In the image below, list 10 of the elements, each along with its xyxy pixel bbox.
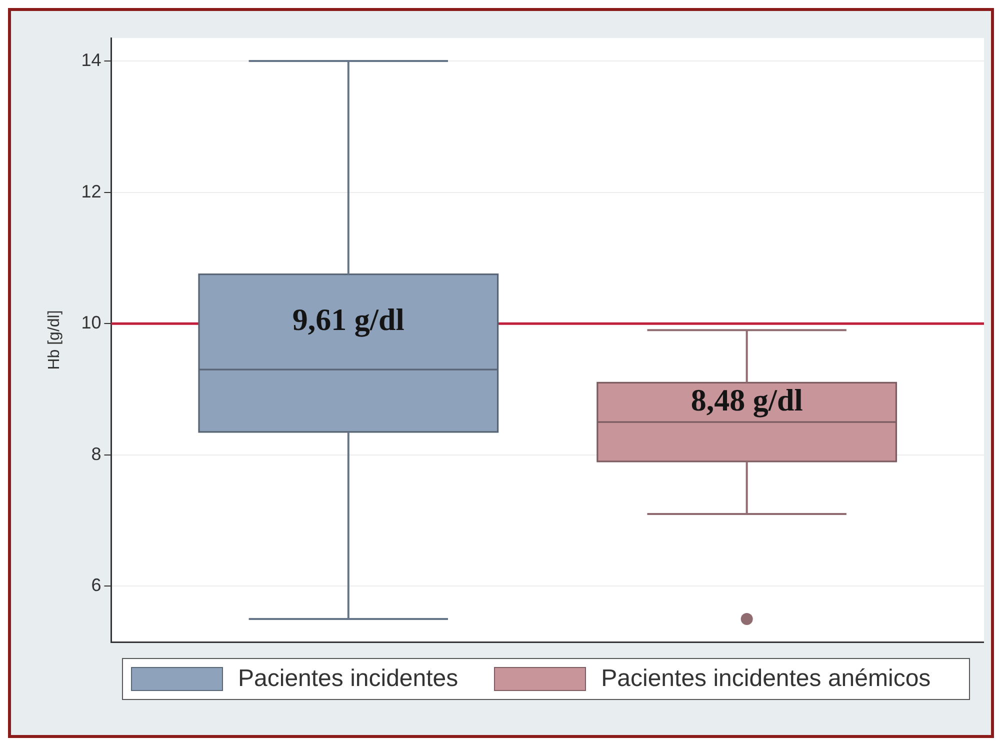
y-axis-title: Hb [g/dl]	[46, 310, 64, 370]
y-tick-label: 6	[91, 575, 102, 596]
y-tick-label: 14	[81, 50, 102, 70]
legend-label: Pacientes incidentes	[238, 665, 458, 693]
y-tick-label: 8	[91, 444, 102, 464]
y-tick-label: 10	[81, 312, 102, 333]
y-tick-label: 12	[81, 181, 102, 202]
annotation: 9,61 g/dl	[292, 302, 405, 337]
annotation: 8,48 g/dl	[690, 382, 804, 418]
legend-label: Pacientes incidentes anémicos	[601, 665, 931, 693]
